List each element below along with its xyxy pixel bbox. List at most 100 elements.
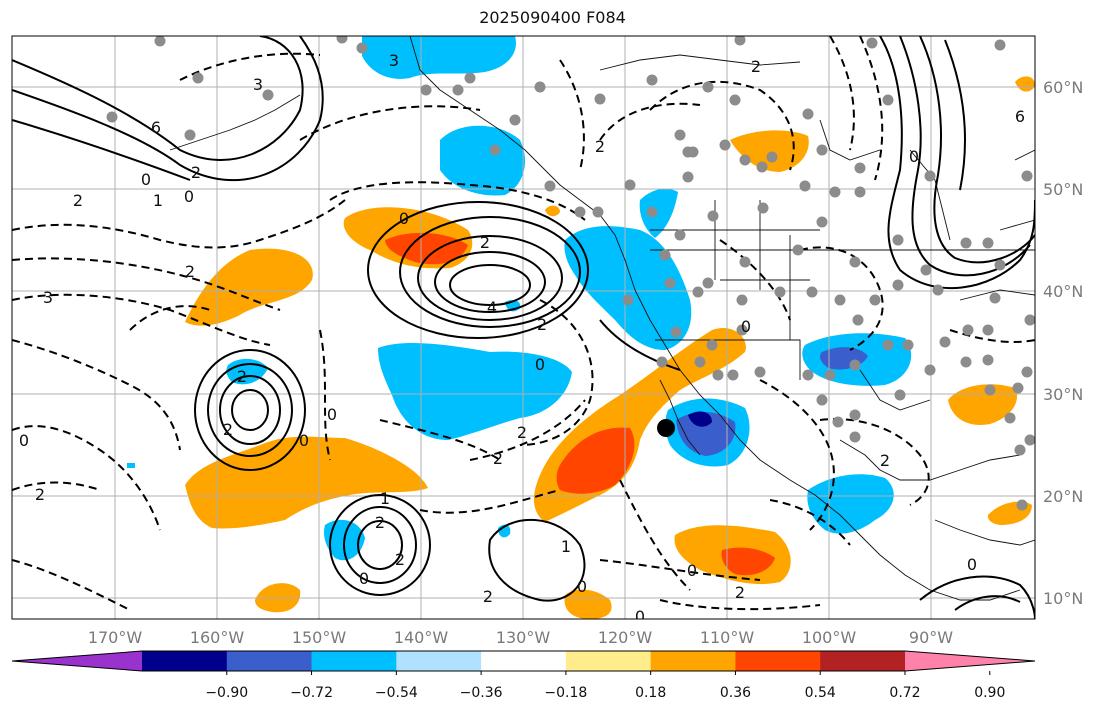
- contour-label: 2: [517, 423, 527, 442]
- colorbar-segment: [311, 651, 397, 671]
- colorbar-tick-label: 0.90: [974, 685, 1005, 701]
- colorbar-tick-label: −0.36: [460, 685, 503, 701]
- contour-label: 0: [741, 317, 751, 336]
- contour-label: 0: [141, 170, 151, 189]
- contour-label: 2: [35, 485, 45, 504]
- contour-label: 6: [151, 118, 161, 137]
- colorbar: [11, 650, 1036, 672]
- contour-label: 0: [687, 561, 697, 580]
- anomaly-region: [1015, 76, 1035, 92]
- anomaly-region: [127, 463, 135, 468]
- anomaly-region: [639, 188, 678, 238]
- contour-label: 1: [561, 537, 571, 556]
- lon-label: 90°W: [909, 628, 953, 647]
- colorbar-segment: [396, 651, 482, 671]
- lon-label: 120°W: [598, 628, 653, 647]
- contour-label: 3: [253, 75, 263, 94]
- contour-label: 2: [480, 233, 490, 252]
- contour-label: 2: [880, 451, 890, 470]
- lon-label: 150°W: [292, 628, 347, 647]
- lon-label: 140°W: [394, 628, 449, 647]
- anomaly-region: [807, 474, 894, 534]
- lon-label: 110°W: [700, 628, 755, 647]
- map-title: 2025090400 F084: [479, 8, 626, 27]
- colorbar-segment: [226, 651, 313, 671]
- anomaly-region: [185, 248, 313, 326]
- lon-label: 130°W: [496, 628, 551, 647]
- forecast-point-marker: [657, 419, 675, 437]
- anomaly-region: [440, 125, 525, 196]
- lat-label: 50°N: [1043, 180, 1083, 199]
- contour-label: 2: [735, 583, 745, 602]
- latitude-labels: 60°N 50°N 40°N 30°N 20°N 10°N: [1043, 78, 1083, 608]
- dashed-contours: [12, 36, 1035, 611]
- contour-label: 2: [395, 550, 405, 569]
- contour-label: 0: [19, 431, 29, 450]
- colorbar-tick-label: 0.72: [889, 685, 920, 701]
- contour-label: 3: [43, 288, 53, 307]
- colorbar-segment: [820, 651, 906, 671]
- anomaly-region: [385, 232, 468, 265]
- colorbar-segment: [565, 651, 652, 671]
- contour-label: 2: [537, 315, 547, 334]
- lat-label: 60°N: [1043, 78, 1083, 97]
- lon-label: 100°W: [802, 628, 857, 647]
- contour-label: 0: [299, 431, 309, 450]
- contour-label: 2: [483, 587, 493, 606]
- contour-label: 2: [595, 137, 605, 156]
- anomaly-region: [545, 205, 560, 217]
- colorbar-segment: [650, 651, 736, 671]
- colorbar-segment: [735, 651, 821, 671]
- lat-label: 30°N: [1043, 385, 1083, 404]
- contour-label: 0: [535, 355, 545, 374]
- contour-label: 2: [73, 191, 83, 210]
- anomaly-region: [362, 36, 516, 79]
- colorbar-segment: [142, 651, 228, 671]
- contour-label: 0: [967, 555, 977, 574]
- contour-label: 2: [375, 513, 385, 532]
- anomaly-region: [676, 411, 736, 456]
- anomaly-region: [185, 436, 428, 529]
- contour-label: 3: [389, 51, 399, 70]
- anomaly-region: [721, 547, 775, 576]
- anomaly-region: [564, 589, 612, 619]
- lat-label: 10°N: [1043, 589, 1083, 608]
- colorbar-tick-label: 0.54: [805, 685, 836, 701]
- map-frame: [11, 35, 1036, 620]
- contour-label: 0: [327, 405, 337, 424]
- anomaly-region: [226, 358, 268, 385]
- contour-label: 0: [399, 209, 409, 228]
- lat-label: 40°N: [1043, 282, 1083, 301]
- contour-label: 1: [153, 191, 163, 210]
- colorbar-tick-label: −0.54: [375, 685, 418, 701]
- contour-label: 6: [1015, 107, 1025, 126]
- colorbar-tick-label: −0.90: [205, 685, 248, 701]
- colorbar-extend-low: [12, 651, 142, 671]
- anomaly-region: [564, 226, 692, 350]
- contour-label: 1: [380, 489, 390, 508]
- colorbar-tick-label: −0.18: [544, 685, 587, 701]
- solid-contours: [12, 36, 1035, 619]
- colorbar-tick-label: −0.72: [290, 685, 333, 701]
- lon-label: 170°W: [88, 628, 143, 647]
- contour-label: 2: [493, 449, 503, 468]
- contour-label: 0: [635, 607, 645, 626]
- colorbar-segment: [481, 651, 567, 671]
- colorbar-tick-label: 0.18: [635, 685, 666, 701]
- contour-label-layer: 3 6 2 0 2 1 0 2 3 2 2 3 4 2 0 0 2 2 0 2 …: [19, 51, 1025, 626]
- anomaly-region: [688, 411, 712, 427]
- longitude-labels: 170°W 160°W 150°W 140°W 130°W 120°W 110°…: [88, 628, 953, 647]
- contour-label: 2: [191, 163, 201, 182]
- contour-label: 0: [184, 187, 194, 206]
- anomaly-region: [730, 130, 809, 172]
- graticule: [12, 36, 1035, 619]
- contour-label: 0: [909, 147, 919, 166]
- anomaly-region: [556, 427, 635, 494]
- colorbar-tick-labels: −0.90 −0.72 −0.54 −0.36 −0.18 0.18 0.36 0.54 0.7…: [205, 671, 1005, 701]
- contour-label: 0: [359, 569, 369, 588]
- lat-label: 20°N: [1043, 487, 1083, 506]
- colorbar-outline: [11, 650, 1036, 672]
- contour-label: 2: [223, 420, 233, 439]
- contour-label: 2: [751, 57, 761, 76]
